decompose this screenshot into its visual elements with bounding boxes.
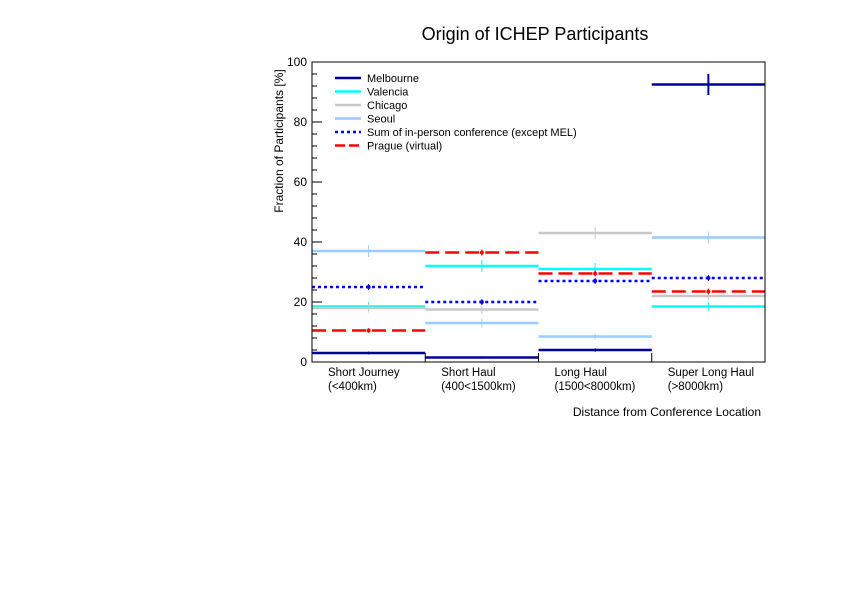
x-category-label: (<400km) (328, 381, 377, 393)
series-5-point-3 (706, 289, 711, 294)
y-tick-label: 20 (294, 295, 308, 309)
x-category-label: Super Long Haul (668, 367, 754, 379)
y-tick-label: 80 (294, 115, 308, 129)
axes: 0 20 40 60 80 100 Short Journey (<400km) Short H… (287, 55, 766, 393)
series-5-point-2 (593, 271, 598, 276)
series-4-point-2 (593, 279, 598, 283)
x-category-label: (>8000km) (668, 381, 723, 393)
y-tick-label: 0 (300, 355, 307, 369)
y-axis-label: Fraction of Participants [%] (272, 69, 286, 212)
series-4-point-0 (366, 285, 371, 289)
legend-label-4: Sum of in-person conference (except MEL) (367, 127, 577, 139)
chart-title: Origin of ICHEP Participants (422, 24, 649, 44)
x-category-label: (1500<8000km) (555, 381, 636, 393)
x-category-label: Short Journey (328, 367, 400, 379)
x-category-label: Short Haul (441, 367, 495, 379)
series-4-point-1 (479, 300, 484, 304)
legend-label-3: Seoul (367, 114, 395, 126)
series-4-point-3 (706, 276, 711, 280)
legend-label-1: Valencia (367, 87, 409, 99)
y-tick-label: 60 (294, 175, 308, 189)
legend-label-5: Prague (virtual) (367, 141, 442, 153)
legend-label-2: Chicago (367, 100, 407, 112)
x-category-label: Long Haul (555, 367, 607, 379)
x-axis-label: Distance from Conference Location (573, 405, 761, 419)
series-5-point-0 (366, 328, 371, 333)
legend-label-0: Melbourne (367, 73, 419, 85)
plot-area (312, 74, 765, 359)
x-category-label: (400<1500km) (441, 381, 516, 393)
y-tick-label: 40 (294, 235, 308, 249)
series-5-point-1 (479, 250, 484, 255)
y-tick-label: 100 (287, 55, 307, 69)
